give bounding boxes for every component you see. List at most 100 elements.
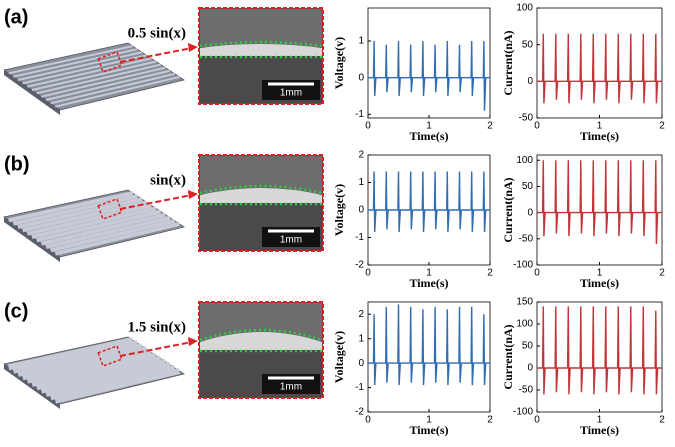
- arrow: [119, 194, 193, 210]
- y-tick-label: 2: [358, 309, 364, 320]
- ridge: [26, 349, 152, 384]
- y-axis-label: Current(nA): [501, 324, 515, 389]
- arrow: [119, 341, 193, 357]
- x-tick-label: 2: [487, 415, 493, 426]
- chart: -100 -50 0 50 100 0 1 2 Time(s) Current(nA): [501, 154, 665, 290]
- ridge: [36, 63, 161, 95]
- y-tick-label: 50: [522, 39, 534, 50]
- y-tick-label: 1: [358, 333, 364, 344]
- zoom-box: [97, 345, 123, 367]
- y-tick-label: 100: [516, 3, 533, 14]
- x-tick-label: 0: [365, 415, 371, 426]
- scale-label: 1mm: [280, 88, 302, 99]
- sem-top: [200, 9, 322, 47]
- ridge: [22, 346, 148, 381]
- y-tick-label: 1: [358, 36, 364, 47]
- y-tick-label: -1: [355, 109, 364, 120]
- panel-label: (a): [4, 6, 28, 28]
- y-tick-label: 50: [522, 341, 534, 352]
- ridge: [36, 209, 162, 243]
- y-axis-label: Voltage(v): [332, 331, 346, 383]
- x-tick-label: 1: [597, 415, 603, 426]
- y-tick-label: 150: [516, 297, 533, 308]
- x-tick-label: 1: [597, 268, 603, 279]
- y-tick-label: -50: [519, 385, 534, 396]
- arrow-head: [188, 337, 198, 346]
- y-tick-label: 0: [358, 205, 364, 216]
- y-axis-label: Voltage(v): [332, 37, 346, 89]
- green-top: [199, 40, 323, 48]
- x-axis-label: Time(s): [409, 423, 448, 437]
- x-tick-label: 1: [597, 121, 603, 132]
- ridge: [27, 57, 152, 88]
- plate-side: [4, 217, 60, 262]
- y-tick-label: 0: [527, 207, 533, 218]
- ridge: [40, 212, 166, 246]
- ridge: [8, 337, 134, 371]
- y-tick-label: -1: [355, 382, 364, 393]
- chart: -2 -1 0 1 2 0 1 2 Time(s) Voltage(v): [332, 150, 493, 290]
- x-axis-label: Time(s): [409, 129, 448, 143]
- x-tick-label: 1: [426, 121, 432, 132]
- y-tick-label: 50: [522, 181, 534, 192]
- scale-label: 1mm: [280, 235, 302, 246]
- panel: (b) sin(x) 1mm: [3, 153, 324, 262]
- ridge: [45, 361, 171, 397]
- ridge: [54, 367, 181, 404]
- x-tick-label: 0: [365, 121, 371, 132]
- x-tick-label: 1: [426, 268, 432, 279]
- ridge: [17, 343, 143, 377]
- ridge: [13, 48, 138, 78]
- sem-layer: [200, 188, 322, 203]
- y-tick-label: 0: [358, 358, 364, 369]
- green-top: [199, 328, 323, 342]
- ridge: [22, 200, 148, 233]
- y-tick-label: 2: [358, 150, 364, 161]
- formula: 0.5 sin(x): [128, 25, 186, 41]
- ridge: [50, 218, 176, 253]
- ridge: [8, 45, 133, 75]
- y-tick-label: -50: [519, 233, 534, 244]
- x-tick-label: 0: [534, 415, 540, 426]
- x-axis-label: Time(s): [580, 129, 619, 143]
- formula: 1.5 sin(x): [128, 319, 186, 335]
- signal-line: [537, 160, 662, 245]
- x-tick-label: 2: [659, 415, 665, 426]
- ridge: [31, 352, 157, 387]
- scale-label: 1mm: [280, 382, 302, 393]
- ridge: [45, 215, 171, 249]
- signal-line: [368, 171, 490, 233]
- x-tick-label: 0: [534, 268, 540, 279]
- panel: (c) 1.5 sin(x) 1mm: [3, 300, 324, 409]
- ridge: [12, 194, 138, 226]
- sem-top: [200, 156, 322, 194]
- x-tick-label: 2: [487, 121, 493, 132]
- ridge: [40, 358, 167, 394]
- zoom-box: [97, 198, 123, 220]
- plate-side: [4, 70, 60, 115]
- ridge: [12, 340, 138, 374]
- y-tick-label: 0: [527, 363, 533, 374]
- ridge: [54, 221, 180, 256]
- x-tick-label: 2: [487, 268, 493, 279]
- ridge: [55, 75, 180, 108]
- ridge: [45, 69, 171, 101]
- ridge: [26, 203, 152, 236]
- signal-line: [368, 304, 490, 386]
- ridge: [31, 206, 157, 239]
- arrow: [119, 47, 193, 63]
- x-axis-label: Time(s): [409, 276, 448, 290]
- zoom-box: [97, 51, 123, 73]
- signal-line: [368, 40, 490, 111]
- ridge: [22, 54, 147, 85]
- ridge: [49, 364, 176, 401]
- signal-line: [537, 33, 662, 104]
- x-axis-label: Time(s): [580, 423, 619, 437]
- x-tick-label: 2: [659, 121, 665, 132]
- y-tick-label: -2: [355, 407, 364, 418]
- arrow-head: [188, 190, 198, 199]
- x-tick-label: 0: [534, 121, 540, 132]
- x-tick-label: 2: [659, 268, 665, 279]
- panel: (a) 0.5 sin(x) 1mm: [3, 6, 324, 115]
